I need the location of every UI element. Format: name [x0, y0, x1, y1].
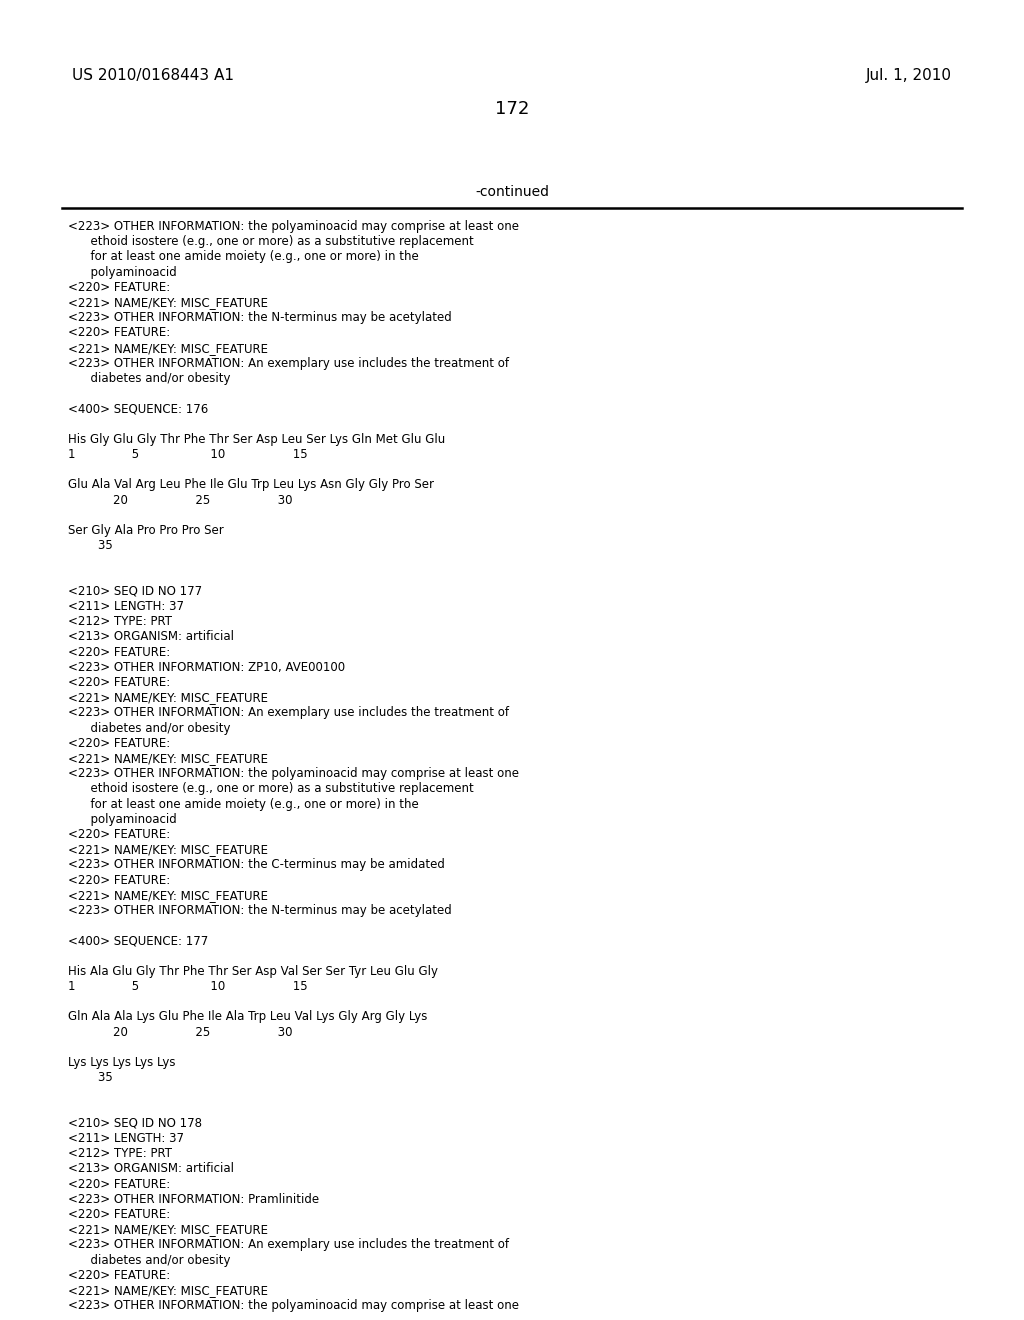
Text: <223> OTHER INFORMATION: Pramlinitide: <223> OTHER INFORMATION: Pramlinitide — [68, 1193, 319, 1205]
Text: <223> OTHER INFORMATION: ZP10, AVE00100: <223> OTHER INFORMATION: ZP10, AVE00100 — [68, 661, 345, 673]
Text: <221> NAME/KEY: MISC_FEATURE: <221> NAME/KEY: MISC_FEATURE — [68, 342, 268, 355]
Text: <220> FEATURE:: <220> FEATURE: — [68, 281, 170, 294]
Text: His Gly Glu Gly Thr Phe Thr Ser Asp Leu Ser Lys Gln Met Glu Glu: His Gly Glu Gly Thr Phe Thr Ser Asp Leu … — [68, 433, 445, 446]
Text: <221> NAME/KEY: MISC_FEATURE: <221> NAME/KEY: MISC_FEATURE — [68, 1224, 268, 1237]
Text: <221> NAME/KEY: MISC_FEATURE: <221> NAME/KEY: MISC_FEATURE — [68, 296, 268, 309]
Text: diabetes and/or obesity: diabetes and/or obesity — [68, 722, 230, 735]
Text: 1               5                   10                  15: 1 5 10 15 — [68, 979, 307, 993]
Text: <220> FEATURE:: <220> FEATURE: — [68, 874, 170, 887]
Text: polyaminoacid: polyaminoacid — [68, 813, 177, 826]
Text: <223> OTHER INFORMATION: the polyaminoacid may comprise at least one: <223> OTHER INFORMATION: the polyaminoac… — [68, 220, 519, 234]
Text: for at least one amide moiety (e.g., one or more) in the: for at least one amide moiety (e.g., one… — [68, 797, 419, 810]
Text: polyaminoacid: polyaminoacid — [68, 265, 177, 279]
Text: <220> FEATURE:: <220> FEATURE: — [68, 326, 170, 339]
Text: Ser Gly Ala Pro Pro Pro Ser: Ser Gly Ala Pro Pro Pro Ser — [68, 524, 224, 537]
Text: <221> NAME/KEY: MISC_FEATURE: <221> NAME/KEY: MISC_FEATURE — [68, 692, 268, 704]
Text: <211> LENGTH: 37: <211> LENGTH: 37 — [68, 601, 184, 612]
Text: <223> OTHER INFORMATION: the C-terminus may be amidated: <223> OTHER INFORMATION: the C-terminus … — [68, 858, 444, 871]
Text: <223> OTHER INFORMATION: An exemplary use includes the treatment of: <223> OTHER INFORMATION: An exemplary us… — [68, 706, 509, 719]
Text: 35: 35 — [68, 539, 113, 552]
Text: diabetes and/or obesity: diabetes and/or obesity — [68, 372, 230, 385]
Text: <400> SEQUENCE: 177: <400> SEQUENCE: 177 — [68, 935, 208, 948]
Text: <220> FEATURE:: <220> FEATURE: — [68, 737, 170, 750]
Text: 1               5                   10                  15: 1 5 10 15 — [68, 447, 307, 461]
Text: <221> NAME/KEY: MISC_FEATURE: <221> NAME/KEY: MISC_FEATURE — [68, 752, 268, 766]
Text: 20                  25                  30: 20 25 30 — [68, 494, 293, 507]
Text: <400> SEQUENCE: 176: <400> SEQUENCE: 176 — [68, 403, 208, 416]
Text: <223> OTHER INFORMATION: the polyaminoacid may comprise at least one: <223> OTHER INFORMATION: the polyaminoac… — [68, 767, 519, 780]
Text: <220> FEATURE:: <220> FEATURE: — [68, 1177, 170, 1191]
Text: <223> OTHER INFORMATION: An exemplary use includes the treatment of: <223> OTHER INFORMATION: An exemplary us… — [68, 1238, 509, 1251]
Text: <220> FEATURE:: <220> FEATURE: — [68, 676, 170, 689]
Text: 20                  25                  30: 20 25 30 — [68, 1026, 293, 1039]
Text: Lys Lys Lys Lys Lys: Lys Lys Lys Lys Lys — [68, 1056, 175, 1069]
Text: <223> OTHER INFORMATION: the N-terminus may be acetylated: <223> OTHER INFORMATION: the N-terminus … — [68, 904, 452, 917]
Text: His Ala Glu Gly Thr Phe Thr Ser Asp Val Ser Ser Tyr Leu Glu Gly: His Ala Glu Gly Thr Phe Thr Ser Asp Val … — [68, 965, 438, 978]
Text: ethoid isostere (e.g., one or more) as a substitutive replacement: ethoid isostere (e.g., one or more) as a… — [68, 783, 474, 796]
Text: <213> ORGANISM: artificial: <213> ORGANISM: artificial — [68, 631, 234, 643]
Text: 172: 172 — [495, 100, 529, 117]
Text: <223> OTHER INFORMATION: An exemplary use includes the treatment of: <223> OTHER INFORMATION: An exemplary us… — [68, 356, 509, 370]
Text: <220> FEATURE:: <220> FEATURE: — [68, 1208, 170, 1221]
Text: <220> FEATURE:: <220> FEATURE: — [68, 645, 170, 659]
Text: Jul. 1, 2010: Jul. 1, 2010 — [866, 69, 952, 83]
Text: <210> SEQ ID NO 177: <210> SEQ ID NO 177 — [68, 585, 202, 598]
Text: <212> TYPE: PRT: <212> TYPE: PRT — [68, 1147, 172, 1160]
Text: <223> OTHER INFORMATION: the polyaminoacid may comprise at least one: <223> OTHER INFORMATION: the polyaminoac… — [68, 1299, 519, 1312]
Text: <212> TYPE: PRT: <212> TYPE: PRT — [68, 615, 172, 628]
Text: <213> ORGANISM: artificial: <213> ORGANISM: artificial — [68, 1163, 234, 1175]
Text: ethoid isostere (e.g., one or more) as a substitutive replacement: ethoid isostere (e.g., one or more) as a… — [68, 235, 474, 248]
Text: US 2010/0168443 A1: US 2010/0168443 A1 — [72, 69, 234, 83]
Text: <220> FEATURE:: <220> FEATURE: — [68, 1269, 170, 1282]
Text: Gln Ala Ala Lys Glu Phe Ile Ala Trp Leu Val Lys Gly Arg Gly Lys: Gln Ala Ala Lys Glu Phe Ile Ala Trp Leu … — [68, 1010, 427, 1023]
Text: <220> FEATURE:: <220> FEATURE: — [68, 828, 170, 841]
Text: for at least one amide moiety (e.g., one or more) in the: for at least one amide moiety (e.g., one… — [68, 251, 419, 264]
Text: <210> SEQ ID NO 178: <210> SEQ ID NO 178 — [68, 1117, 202, 1130]
Text: 35: 35 — [68, 1072, 113, 1084]
Text: diabetes and/or obesity: diabetes and/or obesity — [68, 1254, 230, 1267]
Text: <221> NAME/KEY: MISC_FEATURE: <221> NAME/KEY: MISC_FEATURE — [68, 843, 268, 857]
Text: Glu Ala Val Arg Leu Phe Ile Glu Trp Leu Lys Asn Gly Gly Pro Ser: Glu Ala Val Arg Leu Phe Ile Glu Trp Leu … — [68, 478, 434, 491]
Text: <221> NAME/KEY: MISC_FEATURE: <221> NAME/KEY: MISC_FEATURE — [68, 1284, 268, 1298]
Text: -continued: -continued — [475, 185, 549, 199]
Text: <221> NAME/KEY: MISC_FEATURE: <221> NAME/KEY: MISC_FEATURE — [68, 888, 268, 902]
Text: <223> OTHER INFORMATION: the N-terminus may be acetylated: <223> OTHER INFORMATION: the N-terminus … — [68, 312, 452, 325]
Text: <211> LENGTH: 37: <211> LENGTH: 37 — [68, 1133, 184, 1144]
